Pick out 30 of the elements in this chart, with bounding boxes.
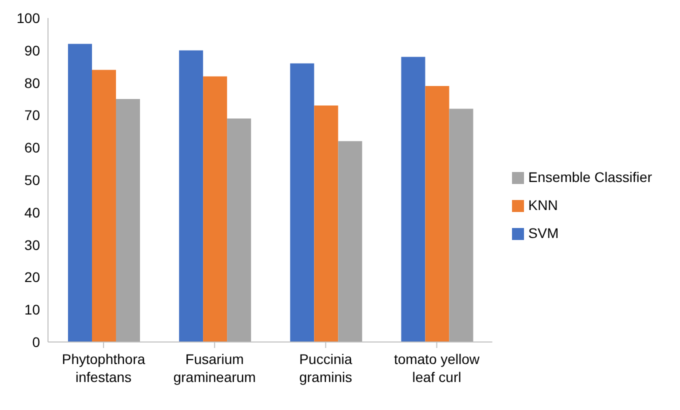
bar	[179, 50, 204, 342]
bar	[449, 108, 474, 342]
y-tick-label: 0	[32, 334, 40, 350]
bar	[290, 63, 314, 342]
y-tick-label: 30	[24, 236, 40, 253]
y-tick-label: 80	[24, 74, 40, 91]
y-tick-label: 20	[24, 269, 40, 286]
y-tick-label: 70	[24, 107, 40, 124]
bar	[68, 44, 92, 342]
bar	[203, 76, 228, 342]
y-tick-label: 60	[24, 140, 40, 156]
bar	[401, 56, 426, 342]
bar	[92, 70, 116, 342]
y-tick-label: 100	[16, 10, 40, 26]
y-tick-label: 10	[24, 302, 40, 318]
y-tick-label: 50	[24, 172, 40, 188]
y-tick-label: 40	[24, 204, 40, 220]
x-tick-label: tomato yellow leaf curl	[394, 351, 480, 385]
legend-label: SVM	[528, 225, 559, 241]
bar	[116, 99, 140, 342]
x-tick-label: Fusarium graminearum	[173, 351, 256, 385]
y-tick-label: 90	[24, 42, 40, 58]
legend-label: KNN	[528, 197, 558, 213]
bar	[227, 118, 252, 342]
bar	[314, 105, 338, 342]
x-tick-label: Puccinia graminis	[299, 351, 352, 385]
bar	[338, 141, 362, 342]
legend-label: Ensemble Classifier	[528, 169, 652, 185]
bar	[425, 86, 450, 342]
x-tick-label: Phytophthora infestans	[62, 351, 146, 385]
